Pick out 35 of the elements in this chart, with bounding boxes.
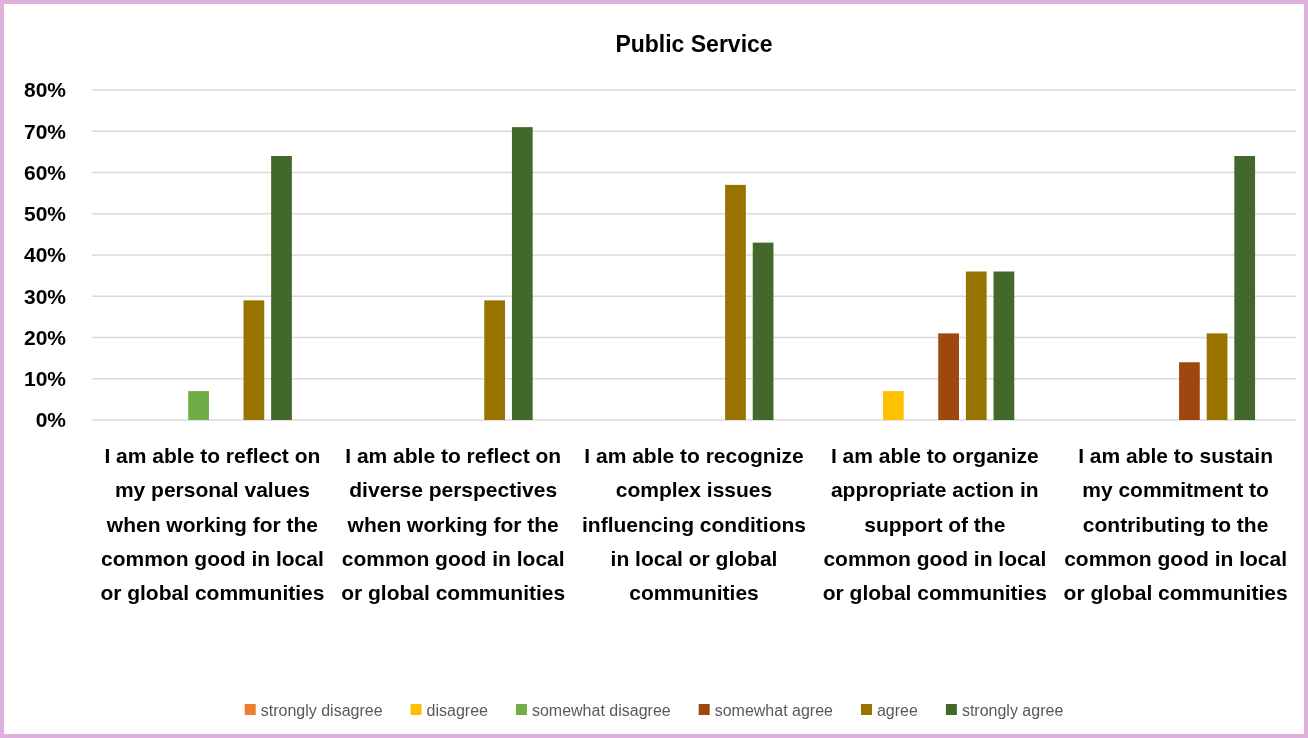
bar (938, 333, 959, 420)
y-tick-label: 30% (23, 284, 67, 308)
y-tick-label: 20% (23, 325, 67, 349)
bar (188, 391, 209, 420)
legend-label: strongly disagree (260, 701, 383, 719)
bar (993, 271, 1015, 420)
y-tick-label: 70% (23, 119, 67, 143)
chart-title: Public Service (615, 31, 773, 57)
bar (511, 127, 533, 420)
legend-label: agree (876, 701, 918, 719)
y-tick-label: 50% (23, 202, 67, 226)
bar (1234, 156, 1256, 420)
bar (1206, 333, 1228, 420)
x-tick-label: I am able to recognize complex issues influencing conditions in local or global communities (582, 444, 806, 605)
y-tick-label: 0% (35, 408, 67, 432)
x-tick-label: I am able to sustain my commitment to contributing to the common good in local or global communities (1063, 444, 1288, 605)
x-tick-label: I am able to organize appropriate action in support of the common good in local or global communities (822, 444, 1047, 605)
bar (965, 271, 987, 420)
x-tick-label: I am able to reflect on my personal values when working for the common good in local or global communities (100, 444, 325, 605)
bar (243, 300, 265, 420)
legend-label: disagree (426, 701, 489, 719)
y-tick-label: 80% (23, 78, 67, 102)
y-tick-label: 10% (23, 367, 67, 391)
x-tick-label: I am able to reflect on diverse perspectives when working for the common good in local or global communities (341, 444, 566, 605)
bar (484, 300, 506, 420)
y-tick-label: 60% (23, 160, 67, 184)
legend-label: somewhat agree (714, 701, 834, 719)
bar (752, 242, 774, 420)
bar (271, 156, 292, 420)
legend-label: somewhat disagree (531, 701, 671, 719)
bar (882, 391, 904, 420)
bar (725, 184, 746, 420)
legend-label: strongly agree (961, 701, 1064, 719)
bar (1179, 362, 1200, 420)
y-tick-label: 40% (23, 243, 67, 267)
